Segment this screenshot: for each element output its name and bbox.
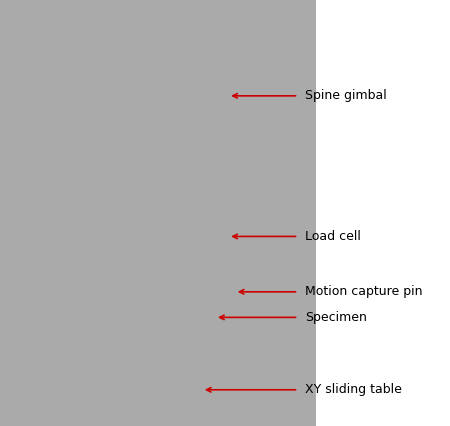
Text: Spine gimbal: Spine gimbal: [305, 89, 387, 102]
Text: Motion capture pin: Motion capture pin: [305, 285, 423, 298]
Bar: [0, 0, 316, 426]
Text: Load cell: Load cell: [305, 230, 361, 243]
Text: XY sliding table: XY sliding table: [305, 383, 402, 396]
Text: Specimen: Specimen: [305, 311, 367, 324]
Bar: [316, 0, 439, 426]
